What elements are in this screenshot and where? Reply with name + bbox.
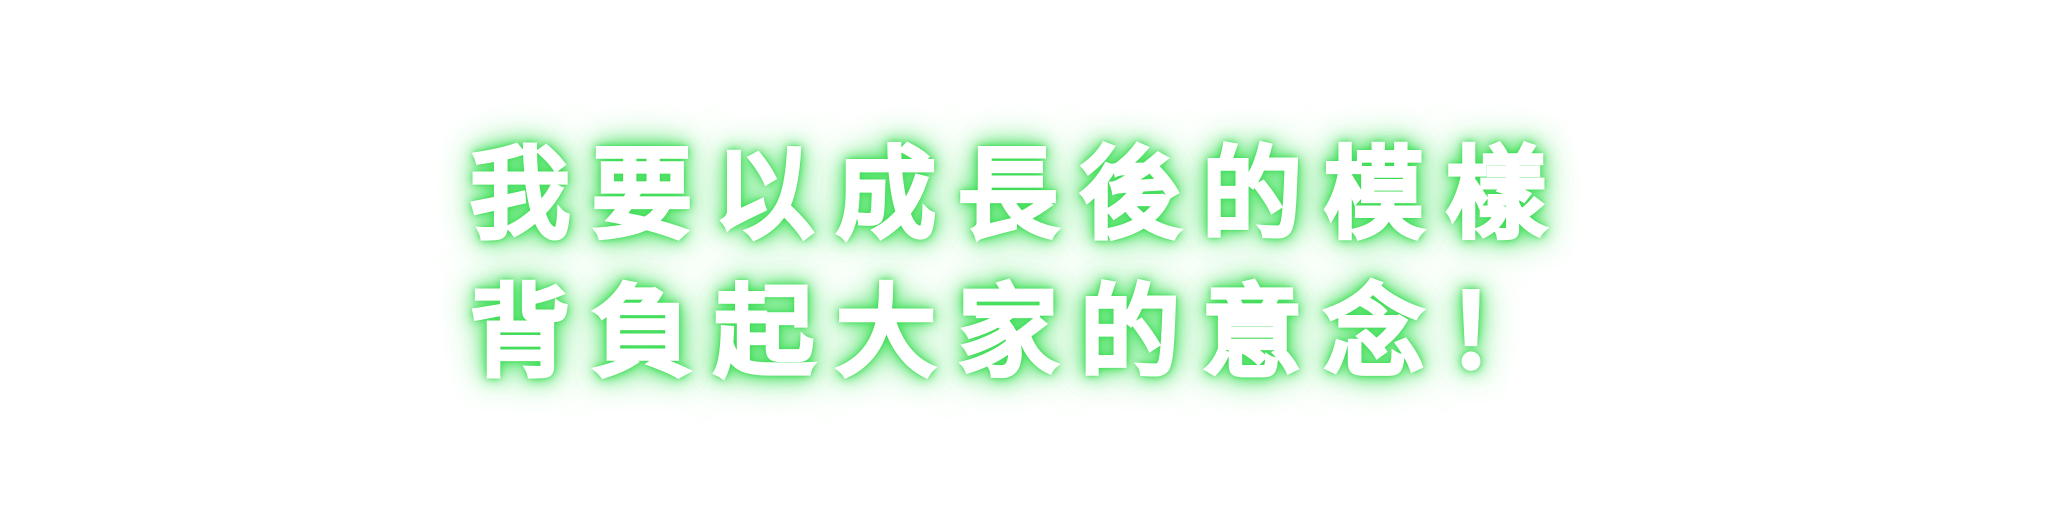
caption-line-2: 背負起大家的意念！ (469, 273, 1568, 393)
caption-line-1: 我要以成長後的模樣 (469, 135, 1568, 255)
glowing-caption: 我要以成長後的模樣 背負起大家的意念！ (469, 126, 1630, 402)
